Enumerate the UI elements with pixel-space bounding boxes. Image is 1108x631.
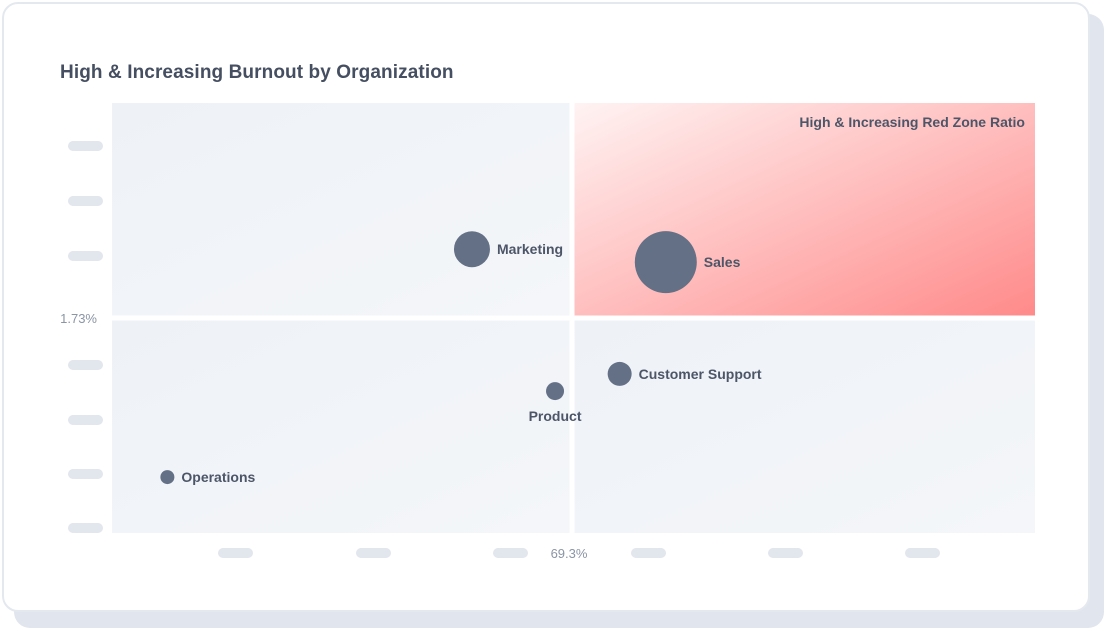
- chart-title: High & Increasing Burnout by Organizatio…: [60, 62, 454, 83]
- bubble-label: Sales: [704, 254, 741, 270]
- y-tick-placeholder: [68, 141, 103, 151]
- bubble-customer-support[interactable]: Customer Support: [607, 361, 762, 386]
- y-tick-placeholder: [68, 469, 103, 479]
- bubble-label: Operations: [181, 469, 255, 485]
- x-tick-placeholder: [493, 548, 528, 558]
- bubble-marker[interactable]: [546, 382, 565, 401]
- y-tick-placeholder: [68, 251, 103, 261]
- y-tick-placeholder: [68, 523, 103, 533]
- bubble-marker[interactable]: [634, 231, 697, 294]
- quadrant-top-left: [112, 103, 570, 316]
- quadrant-bottom-right: [574, 320, 1035, 533]
- y-reference-label: 1.73%: [60, 311, 97, 326]
- x-reference-label: 69.3%: [551, 546, 588, 561]
- x-tick-placeholder: [631, 548, 666, 558]
- bubble-label: Marketing: [497, 241, 563, 257]
- bubble-marker[interactable]: [453, 231, 490, 268]
- bubble-marker[interactable]: [160, 470, 175, 485]
- bubble-label: Product: [529, 408, 582, 424]
- bubble-sales[interactable]: Sales: [634, 231, 741, 294]
- y-tick-placeholder: [68, 415, 103, 425]
- x-tick-placeholder: [356, 548, 391, 558]
- x-tick-placeholder: [218, 548, 253, 558]
- bubble-product[interactable]: Product: [529, 382, 582, 424]
- x-tick-placeholder: [905, 548, 940, 558]
- bubble-marketing[interactable]: Marketing: [453, 231, 563, 268]
- quadrant-bottom-left: [112, 320, 570, 533]
- y-tick-placeholder: [68, 196, 103, 206]
- y-tick-placeholder: [68, 360, 103, 370]
- red-zone-label: High & Increasing Red Zone Ratio: [799, 114, 1025, 130]
- bubble-label: Customer Support: [639, 366, 762, 382]
- bubble-operations[interactable]: Operations: [160, 469, 255, 485]
- x-tick-placeholder: [768, 548, 803, 558]
- bubble-marker[interactable]: [607, 361, 632, 386]
